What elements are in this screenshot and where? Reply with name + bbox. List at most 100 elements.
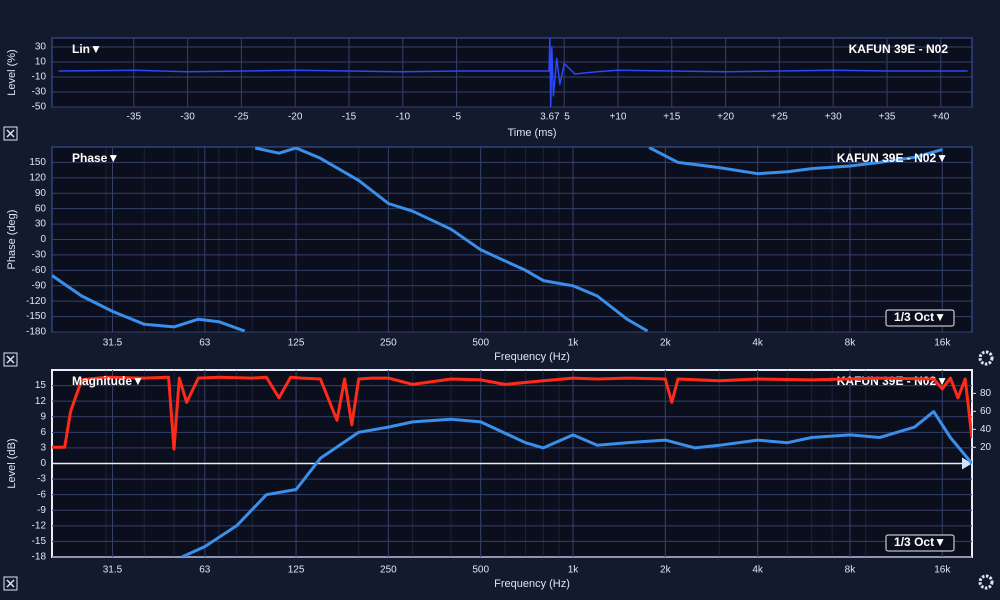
y2-tick-label: 80	[980, 388, 992, 399]
x-tick-label: 125	[288, 565, 305, 576]
y-tick-label: -120	[26, 296, 46, 307]
y-axis-title: Level (dB)	[6, 438, 18, 488]
close-button[interactable]	[3, 352, 18, 367]
y-tick-label: -9	[37, 505, 46, 516]
x-tick-label: +15	[663, 112, 680, 123]
y-axis-title: Phase (deg)	[6, 210, 18, 270]
series-line	[52, 147, 943, 332]
resolution-label: 1/3 Oct▼	[894, 310, 946, 324]
y-tick-label: 3	[40, 443, 46, 454]
y-tick-label: -12	[32, 520, 47, 531]
x-axis-title: Time (ms)	[507, 127, 556, 139]
y2-tick-label: 40	[980, 424, 992, 435]
y-tick-label: 0	[40, 458, 46, 469]
x-tick-label: +40	[932, 112, 949, 123]
x-tick-label: +30	[825, 112, 842, 123]
close-button[interactable]	[3, 126, 18, 141]
x-tick-label: 500	[472, 338, 489, 349]
x-tick-label: +25	[771, 112, 788, 123]
x-tick-label: -15	[342, 112, 357, 123]
y-tick-label: 10	[35, 57, 47, 68]
x-tick-label: 125	[288, 338, 305, 349]
y-tick-label: -60	[32, 265, 47, 276]
y-tick-label: -30	[32, 87, 47, 98]
y-tick-label: 6	[40, 427, 46, 438]
cursor-label: 3.67	[540, 112, 560, 123]
trace-name: KAFUN 39E - N02▼	[837, 374, 948, 388]
x-tick-label: -25	[234, 112, 249, 123]
x-axis-title: Frequency (Hz)	[494, 351, 570, 363]
trace-name: KAFUN 39E - N02▼	[837, 151, 948, 165]
close-icon	[6, 579, 15, 588]
x-tick-label: +10	[610, 112, 627, 123]
x-tick-label: 4k	[752, 338, 764, 349]
x-tick-label: 250	[380, 565, 397, 576]
series-line	[52, 375, 972, 451]
x-tick-label: 16k	[934, 565, 951, 576]
plot-title: Lin▼	[72, 42, 102, 56]
x-tick-label: 1k	[568, 338, 580, 349]
x-tick-label: -10	[396, 112, 411, 123]
y-tick-label: 0	[40, 234, 46, 245]
x-tick-label: 16k	[934, 338, 951, 349]
y-tick-label: -6	[37, 489, 46, 500]
x-tick-label: +35	[879, 112, 896, 123]
trace-name: KAFUN 39E - N02	[849, 42, 949, 56]
plot-title: Phase▼	[72, 151, 119, 165]
panel: 31.5 63 125 250 500 1k 2k 4k 8k 16k 150 120 90 60 30 0 -…	[6, 146, 973, 363]
y-tick-label: -30	[32, 250, 47, 261]
x-tick-label: 31.5	[103, 565, 123, 576]
y2-tick-label: 60	[980, 406, 992, 417]
y-tick-label: -180	[26, 327, 46, 338]
x-tick-label: -35	[127, 112, 142, 123]
plot-title: Magnitude▼	[72, 374, 144, 388]
close-icon	[6, 129, 15, 138]
x-tick-label: 8k	[845, 565, 857, 576]
y2-tick-label: 20	[980, 442, 992, 453]
x-tick-label: 2k	[660, 338, 672, 349]
settings-button[interactable]	[978, 574, 994, 590]
cursor-label-bg	[535, 110, 564, 124]
x-tick-label: 1k	[568, 565, 580, 576]
x-tick-label: 63	[199, 338, 211, 349]
settings-button[interactable]	[978, 350, 994, 366]
y-tick-label: 15	[35, 380, 47, 391]
y-tick-label: -18	[32, 552, 47, 563]
reference-handle	[962, 457, 972, 470]
series-line	[58, 38, 968, 107]
y-tick-label: 90	[35, 188, 47, 199]
y-tick-label: -3	[37, 474, 46, 485]
resolution-button[interactable]	[885, 309, 955, 327]
y-tick-label: -10	[32, 72, 47, 83]
y-tick-label: 12	[35, 396, 47, 407]
x-tick-label: 31.5	[103, 338, 123, 349]
x-tick-label: 63	[199, 565, 211, 576]
x-tick-label: 8k	[845, 338, 857, 349]
y-tick-label: -90	[32, 280, 47, 291]
resolution-label: 1/3 Oct▼	[894, 535, 946, 549]
y-tick-label: 9	[40, 411, 46, 422]
y-tick-label: -15	[32, 536, 47, 547]
y-tick-label: 30	[35, 42, 47, 53]
series-line	[181, 410, 972, 557]
y-axis-title: Level (%)	[6, 49, 18, 95]
x-tick-label: -5	[452, 112, 461, 123]
x-tick-label: +5	[558, 112, 570, 123]
y-tick-label: -50	[32, 102, 47, 113]
panel: -35 -30 -25 -20 -15 -10 -5 +5 +10 +15 +20 +25 +30 +35…	[6, 37, 973, 139]
x-tick-label: +20	[717, 112, 734, 123]
close-buttons	[3, 126, 18, 591]
x-axis-title: Frequency (Hz)	[494, 578, 570, 590]
close-icon	[6, 355, 15, 364]
resolution-button[interactable]	[885, 534, 955, 552]
x-tick-label: -30	[180, 112, 195, 123]
plot-area	[51, 37, 973, 108]
settings-buttons	[978, 350, 994, 590]
x-tick-label: 4k	[752, 565, 764, 576]
x-tick-label: 2k	[660, 565, 672, 576]
close-button[interactable]	[3, 576, 18, 591]
x-tick-label: -20	[288, 112, 303, 123]
panel: 31.5 63 125 250 500 1k 2k 4k 8k 16k15129630-3-6-9…	[6, 369, 992, 590]
